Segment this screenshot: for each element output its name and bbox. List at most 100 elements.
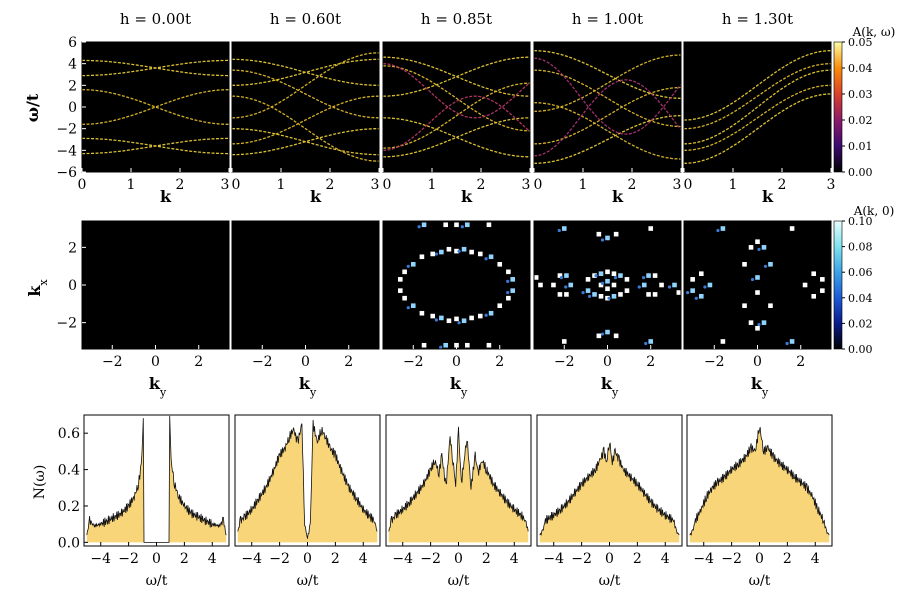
fermi-point	[611, 293, 617, 299]
fermi-background	[232, 221, 379, 349]
dos-panel-3: −4 −2 0 2 4 ω/t	[536, 414, 683, 589]
fermi-point	[461, 318, 467, 324]
dos-panel-4: −4 −2 0 2 4 ω/t	[686, 414, 833, 589]
cb-tick-label: 0.01	[848, 140, 873, 153]
fermi-xlabel-4-main: k	[751, 374, 763, 393]
y-tick-label-spec: −2	[56, 122, 77, 138]
x-tick-label: 4	[359, 551, 368, 567]
x-tick-label: 0	[383, 177, 392, 193]
y-tick-label-spec: 4	[68, 57, 77, 73]
fermi-point-faint	[641, 275, 646, 280]
fermi-point	[755, 290, 760, 295]
fermi-point	[454, 316, 459, 322]
x-tick-label: −2	[102, 354, 123, 370]
band-1	[383, 56, 530, 97]
fermi-panel-4: −2 0 2	[683, 220, 832, 370]
y-tick-label-fs: 0	[68, 278, 77, 294]
panel-title-0: h = 0.00t	[120, 10, 191, 28]
fermi-point	[811, 293, 817, 299]
fermi-point-faint	[457, 249, 461, 253]
x-tick-label: 2	[778, 177, 787, 193]
fermi-point	[506, 295, 511, 301]
x-tick-label: 0	[78, 177, 87, 193]
cb-tick-label: 0.00	[848, 166, 873, 179]
dos-fill	[539, 442, 680, 543]
x-tick-label: −2	[704, 354, 725, 370]
dos-panel-2: −4 −2 0 2 4 ω/t	[385, 414, 532, 589]
band-1	[82, 59, 229, 77]
fermi-point-faint	[434, 252, 438, 256]
fermi-xlabel-0-main: k	[149, 374, 161, 393]
x-tick-label: 4	[208, 551, 217, 567]
dos-xlabel-0: ω/t	[146, 573, 168, 589]
dos-line	[689, 427, 830, 536]
cb-tick-label: 0.04	[848, 292, 873, 305]
x-tick-label: −4	[241, 551, 262, 567]
panel-title-1: h = 0.60t	[270, 10, 341, 28]
y-tick-label-fs: −2	[56, 316, 77, 332]
x-tick-label: −2	[118, 551, 139, 567]
x-tick-label: −4	[392, 551, 413, 567]
spectral-ylabel-main: ω/t	[23, 93, 42, 122]
fermi-point-faint	[439, 345, 443, 349]
fermi-point	[419, 310, 425, 316]
x-tick-label: 4	[811, 551, 820, 567]
y-tick-label-spec: −6	[56, 165, 77, 181]
fermi-point	[605, 329, 610, 335]
fermi-point	[477, 251, 483, 257]
band-1	[232, 58, 379, 86]
fermi-point	[624, 277, 630, 282]
spectral-xlabel-1: k	[310, 187, 322, 206]
x-tick-label: 2	[482, 551, 491, 567]
colorbar-bar	[833, 220, 843, 350]
x-tick-label: 4	[510, 551, 519, 567]
fermi-point-faint	[600, 238, 605, 242]
fermi-point	[690, 288, 695, 293]
spectral-bands	[82, 59, 229, 155]
fermi-point	[742, 261, 747, 267]
fermi-point	[742, 303, 747, 309]
fermi-point-faint	[600, 332, 605, 336]
fermi-point	[538, 282, 543, 288]
fermi-point-faint	[637, 285, 641, 289]
fermi-point	[618, 292, 623, 297]
dos-panel-1: −4 −2 0 2 4 ω/t	[234, 414, 381, 589]
band-3	[383, 117, 530, 158]
spectral-background	[232, 42, 379, 172]
fermi-point	[534, 275, 539, 280]
fermi-point	[802, 282, 808, 288]
fermi-point	[646, 292, 651, 297]
y-tick-label-dos: 0.4	[58, 463, 80, 479]
fermi-background	[383, 221, 530, 349]
dos-panel-0: −4 −2 0 2 4 ω/t	[83, 414, 230, 589]
spectral-xlabel-0-main: k	[160, 187, 172, 206]
fermi-point	[641, 282, 647, 288]
y-tick-label-spec: 2	[68, 78, 77, 94]
fermi-point	[454, 222, 459, 228]
fermi-point	[557, 273, 563, 278]
fermi-point	[443, 222, 448, 228]
fermi-point-faint	[644, 341, 648, 346]
y-tick-label-dos: 0.6	[58, 426, 80, 442]
fermi-panel-2: −2 0 2	[382, 220, 531, 370]
panel-title-4: h = 1.30t	[722, 10, 793, 28]
fermi-point	[410, 303, 416, 309]
fermi-xlabel-4-sub: y	[761, 386, 769, 399]
x-tick-label: 3	[371, 177, 380, 193]
fermi-point-faint	[484, 257, 488, 261]
spectral-bands	[232, 52, 379, 162]
spectral-xlabel-4-main: k	[762, 187, 774, 206]
band-7	[232, 95, 379, 162]
dos-fill	[689, 427, 830, 543]
fermi-point	[690, 277, 695, 282]
x-tick-label: −2	[403, 354, 424, 370]
fermi-point-faint	[667, 285, 672, 289]
fermi-point	[439, 249, 444, 255]
fermi-point-faint	[564, 285, 568, 289]
fermi-point	[561, 339, 567, 344]
x-tick-label: 2	[326, 177, 335, 193]
x-tick-label: −4	[543, 551, 564, 567]
cb-tick-label: 0.08	[848, 241, 873, 254]
x-tick-label: 1	[428, 177, 437, 193]
